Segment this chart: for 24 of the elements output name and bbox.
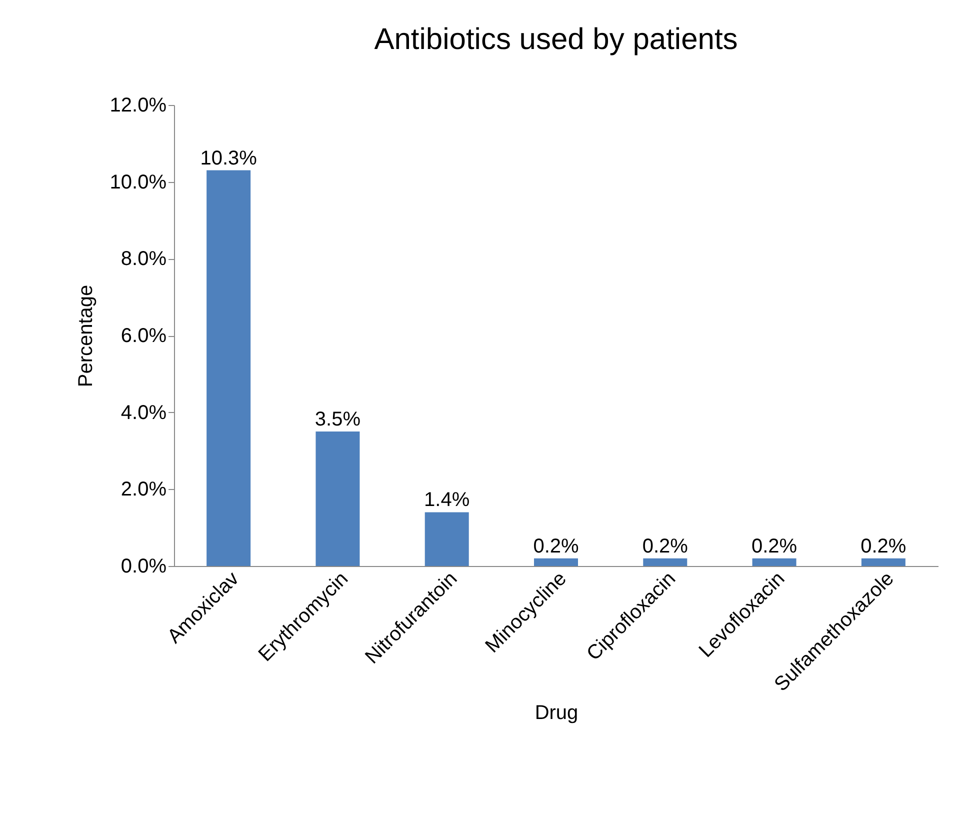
bar	[424, 512, 469, 566]
bar	[316, 432, 360, 566]
y-tick-label: 6.0%	[120, 325, 167, 347]
x-axis-title: Drug	[534, 702, 578, 724]
y-tick-label: 12.0%	[110, 94, 167, 116]
chart-title: Antibiotics used by patients	[374, 23, 738, 56]
y-axis-title: Percentage	[74, 284, 97, 388]
data-label: 0.2%	[860, 535, 906, 558]
bar	[534, 558, 578, 566]
bar	[643, 558, 688, 566]
y-tick-label: 0.0%	[120, 556, 167, 578]
y-tick-label: 2.0%	[120, 478, 167, 501]
bar	[206, 170, 251, 566]
data-label: 0.2%	[751, 535, 798, 558]
data-label: 10.3%	[200, 147, 258, 170]
y-tick-label: 4.0%	[120, 402, 167, 424]
y-tick-label: 10.0%	[110, 171, 167, 194]
data-label: 3.5%	[314, 408, 361, 431]
data-label: 0.2%	[533, 535, 580, 558]
bar	[861, 558, 906, 566]
bar	[752, 558, 796, 566]
data-label: 1.4%	[424, 489, 470, 512]
y-tick-label: 8.0%	[120, 248, 167, 270]
data-label: 0.2%	[642, 535, 688, 558]
